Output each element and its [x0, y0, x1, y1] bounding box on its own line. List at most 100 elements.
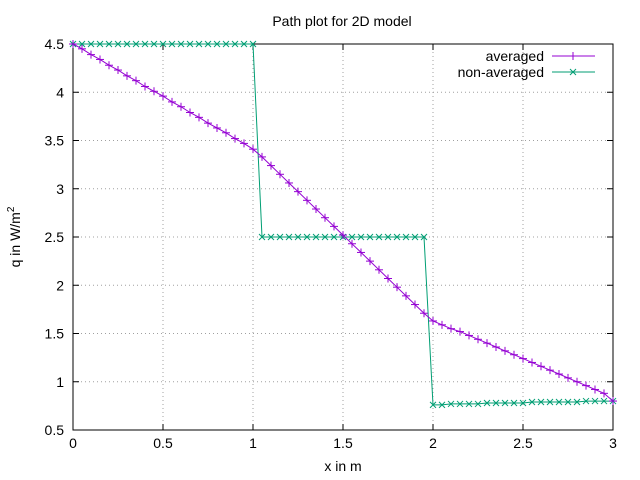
data-point-averaged	[312, 205, 320, 214]
data-point-averaged	[393, 283, 401, 292]
data-point-non-averaged	[249, 40, 257, 48]
data-point-non-averaged	[582, 397, 590, 405]
data-point-non-averaged	[141, 40, 149, 48]
y-tick-label: 4.5	[45, 36, 65, 52]
data-point-averaged	[537, 362, 545, 371]
data-point-averaged	[375, 265, 383, 274]
data-point-non-averaged	[285, 233, 293, 241]
data-point-averaged	[294, 187, 302, 196]
axis-ticks	[72, 43, 614, 431]
data-point-averaged	[132, 76, 140, 85]
data-point-averaged	[528, 358, 536, 367]
data-point-averaged	[582, 381, 590, 390]
data-point-averaged	[258, 152, 266, 161]
data-point-averaged	[240, 139, 248, 148]
data-point-non-averaged	[465, 400, 473, 408]
data-point-non-averaged	[546, 398, 554, 406]
data-point-averaged	[249, 145, 257, 154]
data-point-non-averaged	[294, 233, 302, 241]
x-tick-label: 3	[609, 435, 617, 451]
x-tick-label: 2.5	[513, 435, 533, 451]
data-point-averaged	[114, 66, 122, 75]
y-tick-label: 2.5	[45, 229, 65, 245]
data-point-non-averaged	[573, 398, 581, 406]
data-point-non-averaged	[537, 398, 545, 406]
data-point-averaged	[474, 335, 482, 344]
data-point-non-averaged	[501, 399, 509, 407]
y-tick-label: 1.5	[45, 326, 65, 342]
data-point-averaged	[384, 274, 392, 283]
y-tick-label: 3	[56, 181, 64, 197]
y-tick-label: 1	[56, 374, 64, 390]
data-point-averaged	[447, 324, 455, 333]
data-point-non-averaged	[222, 40, 230, 48]
legend-marker-glyph	[569, 68, 577, 76]
data-point-non-averaged	[528, 398, 536, 406]
data-point-averaged	[591, 385, 599, 394]
data-point-non-averaged	[195, 40, 203, 48]
data-point-averaged	[411, 300, 419, 309]
data-point-non-averaged	[123, 40, 131, 48]
x-tick-label: 0.5	[153, 435, 173, 451]
data-point-non-averaged	[591, 397, 599, 405]
data-point-non-averaged	[177, 40, 185, 48]
y-tick-label: 2	[56, 277, 64, 293]
data-point-averaged	[267, 161, 275, 170]
data-point-non-averaged	[600, 397, 608, 405]
data-point-averaged	[231, 134, 239, 143]
data-point-non-averaged	[105, 40, 113, 48]
data-point-non-averaged	[186, 40, 194, 48]
data-point-averaged	[402, 291, 410, 300]
data-point-averaged	[177, 102, 185, 111]
data-point-averaged	[483, 339, 491, 348]
data-point-averaged	[78, 44, 86, 53]
data-point-averaged	[195, 113, 203, 122]
x-axis-tick-labels: 0 0.5 1 1.5 2 2.5 3	[69, 435, 617, 451]
data-point-non-averaged	[411, 233, 419, 241]
data-point-averaged	[213, 123, 221, 132]
data-point-non-averaged	[483, 399, 491, 407]
legend: averaged non-averaged	[458, 48, 595, 80]
data-point-non-averaged	[132, 40, 140, 48]
data-point-non-averaged	[276, 233, 284, 241]
data-point-non-averaged	[510, 399, 518, 407]
legend-label-non-averaged: non-averaged	[458, 64, 544, 80]
data-point-non-averaged	[429, 401, 437, 409]
data-point-averaged	[150, 87, 158, 96]
data-point-averaged	[465, 331, 473, 340]
data-point-non-averaged	[402, 233, 410, 241]
data-point-averaged	[366, 257, 374, 266]
data-point-non-averaged	[447, 400, 455, 408]
data-point-non-averaged	[114, 40, 122, 48]
data-point-averaged	[357, 248, 365, 257]
data-point-averaged	[555, 370, 563, 379]
data-point-averaged	[492, 343, 500, 352]
legend-entry-averaged: averaged	[486, 48, 595, 64]
chart-title: Path plot for 2D model	[272, 13, 411, 29]
data-point-averaged	[96, 55, 104, 64]
data-point-averaged	[276, 170, 284, 179]
data-point-averaged	[168, 97, 176, 106]
data-point-averaged	[186, 108, 194, 117]
data-point-averaged	[564, 373, 572, 382]
data-point-non-averaged	[456, 400, 464, 408]
series-layer	[69, 40, 617, 409]
data-point-non-averaged	[168, 40, 176, 48]
data-point-non-averaged	[519, 399, 527, 407]
data-point-averaged	[285, 178, 293, 187]
y-tick-label: 3.5	[45, 133, 65, 149]
x-axis-label: x in m	[324, 458, 361, 474]
data-point-averaged	[204, 119, 212, 128]
data-point-averaged	[339, 231, 347, 240]
data-point-averaged	[87, 50, 95, 59]
data-point-averaged	[438, 320, 446, 329]
data-point-non-averaged	[267, 233, 275, 241]
series-line-averaged	[72, 43, 614, 402]
data-point-averaged	[348, 239, 356, 248]
data-point-averaged	[429, 316, 437, 325]
data-point-averaged	[105, 61, 113, 70]
data-point-non-averaged	[357, 233, 365, 241]
data-point-non-averaged	[321, 233, 329, 241]
data-point-averaged	[510, 350, 518, 359]
